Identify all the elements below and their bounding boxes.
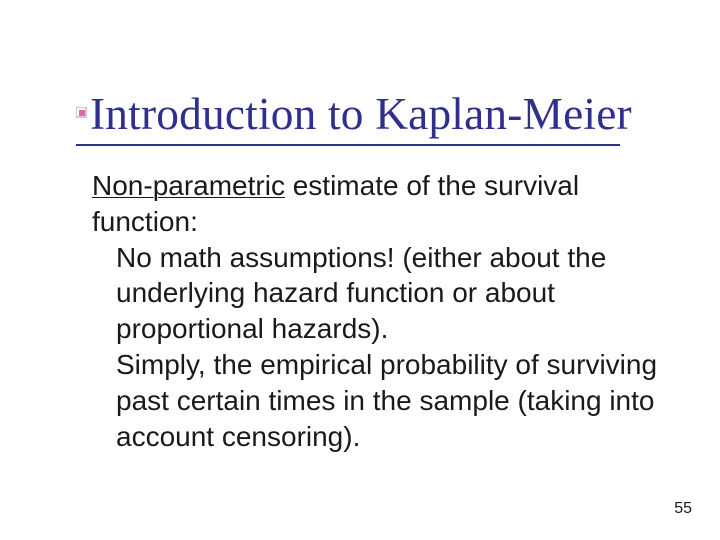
slide: Introduction to Kaplan-Meier Non-paramet… xyxy=(0,0,720,540)
lead-line: Non-parametric estimate of the survival … xyxy=(92,168,660,240)
lead-underlined: Non-parametric xyxy=(92,170,285,201)
slide-title: Introduction to Kaplan-Meier xyxy=(90,88,660,140)
body-para-2: Simply, the empirical probability of sur… xyxy=(92,347,660,454)
body-para-1: No math assumptions! (either about the u… xyxy=(92,240,660,347)
title-bullet-icon xyxy=(76,106,86,116)
page-number: 55 xyxy=(674,500,692,518)
title-underline xyxy=(76,144,620,146)
slide-body: Non-parametric estimate of the survival … xyxy=(90,168,660,455)
title-block: Introduction to Kaplan-Meier xyxy=(90,88,660,140)
